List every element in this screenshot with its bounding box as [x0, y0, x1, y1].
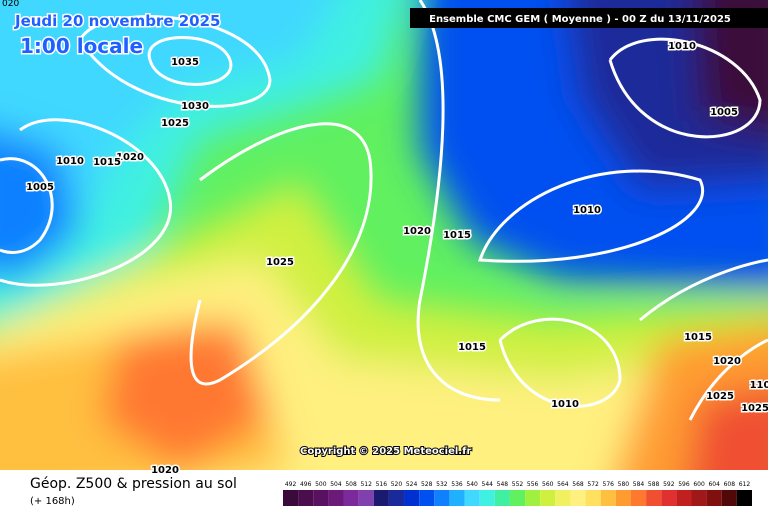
- isobar-label: 1015: [443, 230, 471, 241]
- legend-value: 580: [618, 481, 630, 488]
- legend-value: 576: [603, 481, 615, 488]
- legend-value: 596: [678, 481, 690, 488]
- isobar-label: 110: [750, 380, 768, 391]
- legend-value: 600: [693, 481, 705, 488]
- isobar-label: 1035: [171, 57, 199, 68]
- legend-swatch: [585, 490, 601, 506]
- legend-value: 524: [406, 481, 418, 488]
- legend-swatch: [600, 490, 616, 506]
- legend-value: 552: [512, 481, 524, 488]
- isobar-label: 1030: [181, 101, 209, 112]
- isobar-label: 1020: [713, 356, 741, 367]
- isobar-label: 1010: [56, 156, 84, 167]
- legend-value: 564: [557, 481, 569, 488]
- legend-swatch: [691, 490, 707, 506]
- isobar-label: 1010: [573, 205, 601, 216]
- legend-value: 560: [542, 481, 554, 488]
- legend-value: 532: [436, 481, 448, 488]
- legend-swatch: [706, 490, 722, 506]
- legend-swatch: [358, 490, 374, 506]
- legend-value: 588: [648, 481, 660, 488]
- legend-swatch: [630, 490, 647, 506]
- model-info: Ensemble CMC GEM ( Moyenne ) - 00 Z du 1…: [429, 14, 731, 25]
- legend-swatch: [570, 490, 586, 506]
- caption: Géop. Z500 & pression au sol: [30, 476, 237, 492]
- legend-swatch: [388, 490, 405, 506]
- legend-value: 528: [421, 481, 433, 488]
- legend-swatch: [449, 490, 465, 506]
- isobar-label: 1025: [706, 391, 734, 402]
- legend-swatch: [373, 490, 389, 506]
- legend-value: 508: [345, 481, 357, 488]
- legend-swatch: [434, 490, 450, 506]
- isobar-label: 1020: [403, 226, 431, 237]
- legend-value: 496: [300, 481, 312, 488]
- legend-swatch: [419, 490, 435, 506]
- isobar-label: 1010: [668, 41, 696, 52]
- isobar-label: 1005: [26, 182, 54, 193]
- isobar-label: 1010: [551, 399, 579, 410]
- legend-value: 592: [663, 481, 675, 488]
- legend-value: 540: [466, 481, 478, 488]
- legend-swatch: [615, 490, 631, 506]
- legend-swatch: [464, 490, 480, 506]
- legend-swatch: [479, 490, 495, 506]
- legend-swatch: [525, 490, 541, 506]
- legend-value: 556: [527, 481, 539, 488]
- isobar-label: 1020: [151, 465, 179, 476]
- legend-value: 604: [708, 481, 720, 488]
- legend-swatch: [328, 490, 344, 506]
- legend-swatch: [343, 490, 359, 506]
- isobar-label: 1005: [710, 107, 738, 118]
- legend-swatch: [646, 490, 662, 506]
- legend-value: 584: [633, 481, 645, 488]
- lead-time: (+ 168h): [30, 496, 75, 507]
- legend-value: 544: [482, 481, 494, 488]
- copyright: Copyright © 2025 Meteociel.fr: [300, 446, 471, 457]
- legend-value: 536: [451, 481, 463, 488]
- legend-value: 572: [587, 481, 599, 488]
- legend-swatch: [313, 490, 329, 506]
- legend-value: 516: [376, 481, 388, 488]
- legend-value: 568: [572, 481, 584, 488]
- legend-value: 520: [391, 481, 403, 488]
- legend-value: 512: [360, 481, 372, 488]
- legend-swatch: [736, 490, 752, 506]
- legend-value: 500: [315, 481, 327, 488]
- legend-swatch: [540, 490, 556, 506]
- corner-label: 020: [2, 0, 19, 9]
- isobars: [0, 0, 768, 421]
- isobar-label: 1015: [684, 332, 712, 343]
- legend-value: 608: [724, 481, 736, 488]
- legend-swatch: [283, 490, 299, 506]
- legend-swatch: [494, 490, 510, 506]
- legend-swatch: [661, 490, 677, 506]
- local-time: 1:00 locale: [20, 34, 143, 58]
- isobar-label: 1020: [116, 152, 144, 163]
- isobar-label: 1025: [741, 403, 768, 414]
- isobar-label: 1015: [458, 342, 486, 353]
- legend-value: 612: [739, 481, 751, 488]
- legend-swatch: [404, 490, 420, 506]
- legend-swatch: [555, 490, 571, 506]
- legend-value: 548: [497, 481, 509, 488]
- legend-swatch: [298, 490, 314, 506]
- legend-swatch: [676, 490, 692, 506]
- legend-value: 492: [285, 481, 297, 488]
- date: Jeudi 20 novembre 2025: [14, 12, 220, 30]
- model-banner: [410, 8, 768, 28]
- legend-swatch: [509, 490, 526, 506]
- isobar-label: 1015: [93, 157, 121, 168]
- legend-swatch: [721, 490, 737, 506]
- isobar-label: 1025: [266, 257, 294, 268]
- isobar-label: 1025: [161, 118, 189, 129]
- legend-value: 504: [330, 481, 342, 488]
